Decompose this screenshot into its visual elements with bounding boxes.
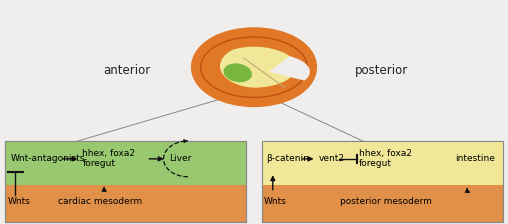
Text: foregut: foregut bbox=[82, 159, 115, 168]
Bar bbox=[262, 141, 503, 222]
Text: hhex, foxa2: hhex, foxa2 bbox=[359, 149, 412, 158]
Text: hhex, foxa2: hhex, foxa2 bbox=[82, 149, 135, 158]
Text: foregut: foregut bbox=[359, 159, 392, 168]
Bar bbox=[262, 141, 503, 222]
Bar bbox=[5, 141, 246, 222]
Text: cardiac mesoderm: cardiac mesoderm bbox=[58, 197, 143, 206]
Bar bbox=[5, 141, 246, 185]
Bar bbox=[262, 141, 503, 185]
Ellipse shape bbox=[201, 37, 307, 97]
Text: posterior mesoderm: posterior mesoderm bbox=[340, 197, 432, 206]
Ellipse shape bbox=[220, 44, 296, 88]
Ellipse shape bbox=[224, 63, 252, 82]
Bar bbox=[5, 141, 246, 222]
Text: β-catenin: β-catenin bbox=[266, 154, 308, 163]
Text: Liver: Liver bbox=[169, 154, 191, 163]
Text: intestine: intestine bbox=[455, 154, 494, 163]
Text: anterior: anterior bbox=[103, 64, 151, 77]
Text: Wnts: Wnts bbox=[264, 197, 287, 206]
Text: Wnt-antagonists: Wnt-antagonists bbox=[11, 154, 85, 163]
Text: vent2: vent2 bbox=[319, 154, 344, 163]
Text: Wnts: Wnts bbox=[8, 197, 30, 206]
Text: posterior: posterior bbox=[355, 64, 407, 77]
Wedge shape bbox=[269, 56, 310, 81]
